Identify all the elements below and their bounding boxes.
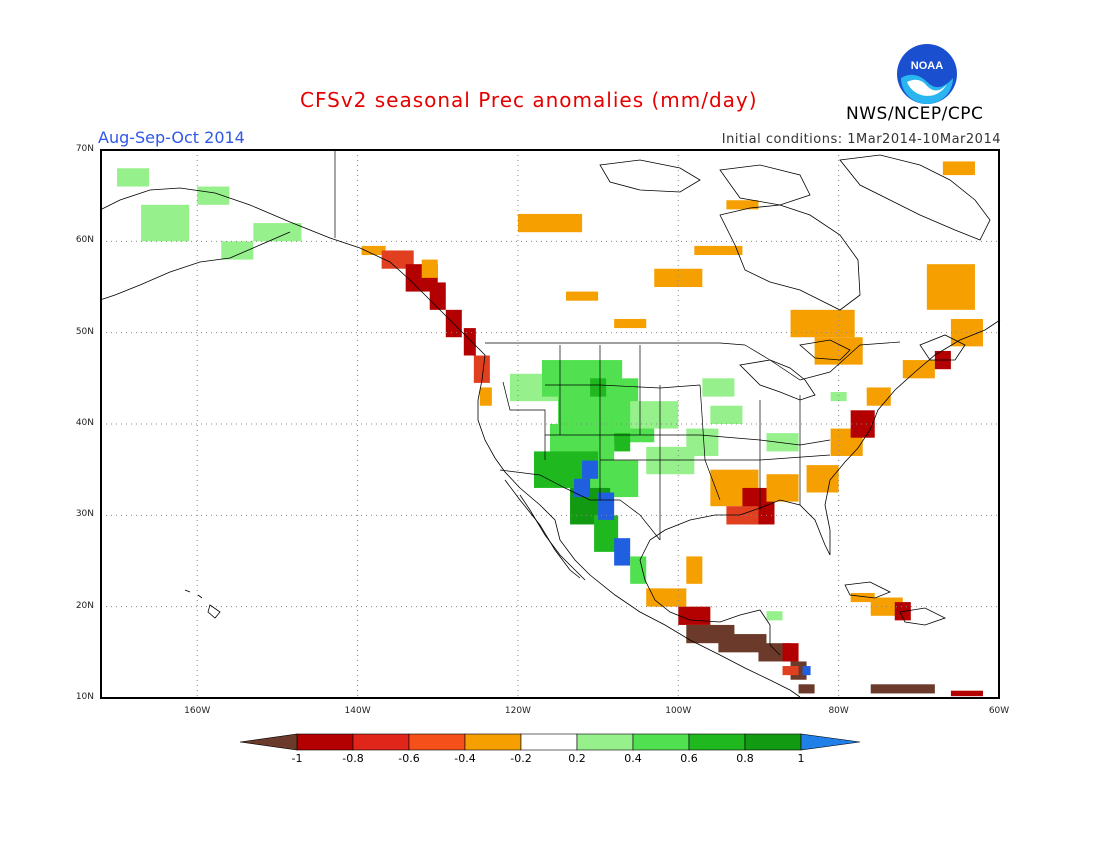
anomaly-cell — [950, 690, 983, 697]
anomaly-cell — [421, 259, 438, 278]
lat-label: 20N — [75, 600, 94, 611]
anomaly-cell — [806, 465, 839, 493]
anomaly-cell — [253, 223, 302, 242]
coastlines — [99, 154, 1001, 698]
colorbar-label: -1 — [291, 752, 303, 765]
lat-label: 10N — [75, 692, 94, 702]
colorbar-swatch — [520, 733, 578, 751]
colorbar-swatch — [632, 733, 690, 751]
colorbar-label: 0.8 — [736, 752, 754, 765]
colorbar-label: 0.4 — [624, 752, 642, 765]
anomaly-cell — [870, 684, 935, 694]
lon-label: 100W — [665, 706, 692, 716]
anomaly-cell — [479, 387, 492, 406]
anomaly-cell — [726, 200, 759, 210]
colorbar-label: 1 — [797, 752, 805, 765]
anomaly-cell — [221, 241, 254, 260]
colorbar-swatch — [576, 733, 634, 751]
colorbar-swatch — [744, 733, 802, 751]
anomaly-cell — [766, 474, 799, 502]
anomaly-cell — [758, 643, 791, 662]
lat-label: 30N — [75, 509, 94, 520]
political-borders — [334, 150, 901, 541]
anomaly-cell — [598, 492, 615, 520]
noaa-logo-icon: NOAA — [897, 44, 957, 104]
colorbar-swatch — [296, 733, 354, 751]
anomaly-cell — [850, 592, 875, 603]
anomaly-cell — [802, 666, 811, 676]
lon-label: 160W — [184, 706, 211, 716]
lon-label: 80W — [828, 706, 849, 716]
anomaly-cells — [117, 161, 983, 697]
colorbar-high-arrow — [800, 733, 861, 751]
initial-conditions-label: Initial conditions: 1Mar2014-10Mar2014 — [721, 132, 1001, 147]
colorbar-swatch — [408, 733, 466, 751]
colorbar-label: -0.4 — [454, 752, 476, 765]
anomaly-cell — [517, 213, 583, 233]
map-frame — [100, 149, 1000, 699]
season-label: Aug-Sep-Oct 2014 — [98, 128, 245, 147]
anomaly-cell — [686, 556, 703, 584]
anomaly-cell — [141, 204, 190, 242]
lat-label: 40N — [75, 418, 94, 428]
anomaly-cell — [942, 161, 975, 176]
anomaly-cell — [429, 282, 446, 310]
anomaly-cell — [782, 666, 799, 676]
anomaly-cell — [850, 410, 875, 438]
anomaly-cell — [630, 556, 647, 584]
anomaly-cell — [614, 433, 631, 452]
anomaly-cell — [766, 433, 799, 452]
anomaly-cell — [654, 588, 687, 607]
anomaly-cell — [566, 291, 599, 301]
colorbar-label: -0.8 — [342, 752, 364, 765]
colorbar-low-arrow — [239, 733, 298, 751]
anomaly-cell — [614, 318, 647, 329]
anomaly-cell — [866, 387, 891, 406]
anomaly-cell — [654, 268, 703, 287]
colorbar-label: -0.6 — [398, 752, 420, 765]
colorbar-label: -0.2 — [510, 752, 532, 765]
anomaly-cell — [582, 460, 599, 479]
anomaly-cell — [926, 264, 975, 310]
lon-label: 120W — [504, 706, 531, 716]
anomaly-cell — [117, 168, 150, 187]
anomaly-cell — [830, 392, 847, 402]
chart-title: CFSv2 seasonal Prec anomalies (mm/day) — [300, 88, 758, 112]
anomaly-cell — [782, 643, 799, 662]
colorbar-swatch — [352, 733, 410, 751]
logo-text: NOAA — [911, 60, 943, 72]
anomaly-cell — [702, 378, 735, 397]
anomaly-cell — [630, 401, 679, 429]
lat-label: 60N — [75, 235, 94, 246]
anomaly-cell — [718, 634, 767, 653]
colorbar-swatch — [464, 733, 522, 751]
colorbar-label: 0.6 — [680, 752, 698, 765]
lon-label: 140W — [344, 706, 371, 716]
lat-label: 70N — [75, 144, 94, 154]
anomaly-cell — [574, 478, 591, 498]
anomaly-cell — [614, 538, 631, 566]
colorbar-swatch — [688, 733, 746, 751]
anomaly-cell — [361, 245, 386, 256]
anomaly-cell — [686, 428, 719, 456]
anomaly-cell — [726, 506, 759, 525]
agency-label: NWS/NCEP/CPC — [846, 104, 984, 124]
anomaly-cell — [766, 611, 783, 621]
anomaly-cell — [710, 405, 743, 424]
anomaly-cell — [678, 606, 711, 625]
anomaly-cell — [590, 378, 607, 397]
anomaly-cell — [798, 684, 815, 694]
anomaly-cell — [473, 355, 490, 383]
lon-label: 60W — [988, 706, 1010, 716]
anomaly-cell — [694, 245, 743, 256]
anomaly-cell — [197, 186, 230, 205]
lat-label: 50N — [75, 326, 94, 337]
colorbar-label: 0.2 — [568, 752, 586, 765]
anomaly-cell — [463, 328, 476, 356]
